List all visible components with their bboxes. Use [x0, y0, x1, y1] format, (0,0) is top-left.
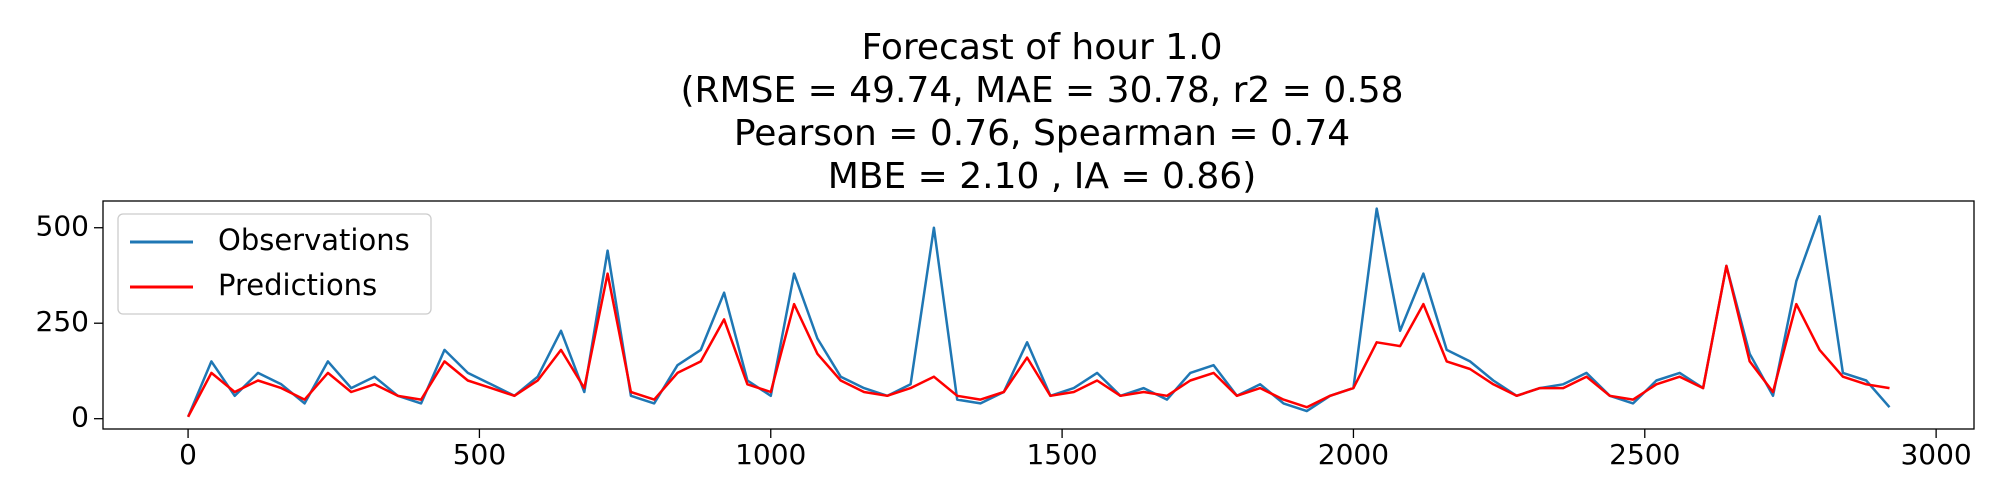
x-tick-label: 1500 [1026, 438, 1097, 471]
series-line [186, 207, 1891, 418]
x-tick-label: 500 [453, 438, 506, 471]
y-tick-label: 250 [36, 305, 89, 338]
chart-title: Pearson = 0.76, Spearman = 0.74 [734, 113, 1350, 154]
x-tick-label: 0 [179, 438, 197, 471]
chart-title: (RMSE = 49.74, MAE = 30.78, r2 = 0.58 [680, 70, 1403, 111]
legend-label: Observations [218, 223, 410, 257]
legend-label: Predictions [218, 268, 377, 302]
series-line [186, 264, 1890, 418]
chart-title: Forecast of hour 1.0 [861, 27, 1222, 68]
plot-frame [102, 200, 1975, 430]
x-tick-label: 3000 [1900, 438, 1971, 471]
x-tick-label: 1000 [735, 438, 806, 471]
y-tick-label: 0 [71, 401, 89, 434]
legend-box [117, 213, 432, 315]
y-tick-label: 500 [36, 210, 89, 243]
chart-title: MBE = 2.10 , IA = 0.86) [828, 156, 1257, 197]
x-tick-label: 2000 [1318, 438, 1389, 471]
x-tick-label: 2500 [1609, 438, 1680, 471]
